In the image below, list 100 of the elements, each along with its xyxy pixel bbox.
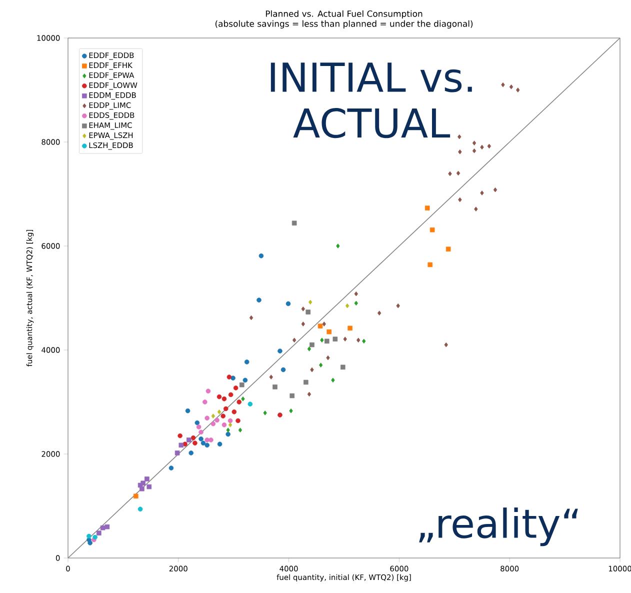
point bbox=[202, 400, 208, 404]
point bbox=[474, 206, 478, 212]
point bbox=[444, 342, 448, 348]
point bbox=[233, 386, 238, 390]
point bbox=[278, 412, 282, 418]
point bbox=[200, 440, 206, 446]
point bbox=[289, 408, 293, 414]
point bbox=[242, 378, 248, 383]
point bbox=[258, 253, 264, 258]
point bbox=[232, 409, 237, 414]
point bbox=[217, 442, 222, 447]
point bbox=[472, 140, 476, 146]
point bbox=[310, 367, 314, 372]
point bbox=[222, 422, 227, 428]
point bbox=[248, 402, 253, 406]
point bbox=[104, 524, 110, 530]
point bbox=[458, 134, 462, 140]
point bbox=[343, 336, 347, 342]
point bbox=[256, 298, 262, 302]
point bbox=[133, 494, 138, 499]
point bbox=[198, 436, 204, 442]
point bbox=[292, 338, 296, 343]
point bbox=[86, 534, 92, 539]
point bbox=[196, 424, 202, 430]
point bbox=[331, 378, 335, 383]
point bbox=[239, 382, 244, 388]
point bbox=[174, 450, 180, 456]
point bbox=[324, 338, 330, 344]
point bbox=[238, 428, 242, 432]
point bbox=[332, 336, 338, 342]
point bbox=[226, 432, 230, 437]
point bbox=[320, 338, 324, 343]
point bbox=[278, 348, 282, 354]
point bbox=[354, 300, 358, 306]
point bbox=[186, 438, 192, 442]
point bbox=[194, 420, 200, 426]
point bbox=[96, 530, 102, 536]
point bbox=[480, 190, 484, 196]
point bbox=[188, 450, 194, 456]
chart-title: Planned vs. Actual Fuel Consumption bbox=[266, 10, 422, 19]
point bbox=[516, 88, 520, 92]
point bbox=[168, 466, 174, 470]
point bbox=[345, 303, 350, 308]
point bbox=[396, 303, 400, 308]
point bbox=[208, 438, 214, 442]
point bbox=[301, 322, 306, 326]
point bbox=[340, 364, 346, 370]
point bbox=[377, 310, 382, 316]
point bbox=[138, 506, 143, 512]
point bbox=[428, 262, 433, 268]
point bbox=[230, 376, 236, 380]
point bbox=[424, 206, 430, 210]
point bbox=[326, 329, 332, 334]
point bbox=[88, 540, 92, 546]
annotation: „reality“ bbox=[419, 508, 578, 546]
point bbox=[178, 433, 182, 438]
point bbox=[487, 144, 492, 149]
point bbox=[290, 393, 295, 398]
point bbox=[307, 392, 312, 397]
point bbox=[192, 440, 198, 446]
point bbox=[204, 442, 210, 448]
point bbox=[236, 418, 240, 424]
point bbox=[226, 374, 232, 380]
point bbox=[448, 171, 452, 176]
point bbox=[211, 414, 216, 418]
point bbox=[204, 416, 210, 421]
point bbox=[226, 428, 230, 432]
chart-subtitle: (absolute savings = less than planned = under the diagonal) bbox=[215, 20, 473, 28]
annotation: INITIAL vs. ACTUAL bbox=[270, 62, 472, 138]
point bbox=[222, 396, 227, 402]
point bbox=[272, 384, 278, 390]
point bbox=[178, 442, 184, 448]
point bbox=[216, 394, 222, 400]
point bbox=[456, 170, 460, 176]
point bbox=[190, 435, 196, 440]
point bbox=[223, 406, 228, 412]
point bbox=[228, 418, 233, 424]
point bbox=[362, 338, 366, 344]
point bbox=[206, 388, 211, 394]
point bbox=[446, 246, 451, 252]
point bbox=[304, 380, 308, 385]
point bbox=[241, 396, 245, 402]
point bbox=[493, 187, 498, 192]
point bbox=[217, 409, 222, 414]
point bbox=[348, 326, 352, 331]
point bbox=[308, 300, 312, 305]
point bbox=[140, 480, 146, 486]
point bbox=[430, 227, 435, 232]
point bbox=[458, 197, 462, 202]
point bbox=[501, 82, 505, 88]
point bbox=[92, 534, 98, 540]
point bbox=[236, 400, 242, 404]
point bbox=[509, 84, 514, 90]
point bbox=[144, 476, 150, 482]
point bbox=[244, 360, 250, 364]
point bbox=[263, 410, 267, 416]
point bbox=[356, 338, 360, 343]
point bbox=[336, 244, 340, 248]
point bbox=[318, 362, 323, 368]
point bbox=[228, 392, 234, 398]
